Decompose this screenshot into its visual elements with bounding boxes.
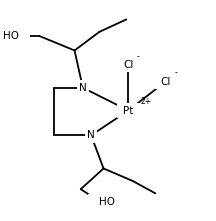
FancyBboxPatch shape [85, 128, 97, 143]
Text: Cl: Cl [123, 60, 133, 70]
FancyBboxPatch shape [77, 80, 89, 95]
Text: -: - [174, 68, 177, 77]
Text: N: N [87, 130, 95, 140]
Text: -: - [137, 52, 140, 61]
FancyBboxPatch shape [155, 74, 177, 89]
Text: HO: HO [3, 31, 19, 41]
Text: N: N [79, 83, 87, 93]
Text: 2+: 2+ [140, 97, 151, 106]
FancyBboxPatch shape [88, 194, 110, 209]
Text: Cl: Cl [160, 76, 171, 87]
Text: HO: HO [99, 196, 115, 207]
FancyBboxPatch shape [8, 29, 30, 43]
FancyBboxPatch shape [118, 58, 139, 72]
Text: Pt: Pt [123, 105, 133, 116]
FancyBboxPatch shape [118, 103, 139, 118]
